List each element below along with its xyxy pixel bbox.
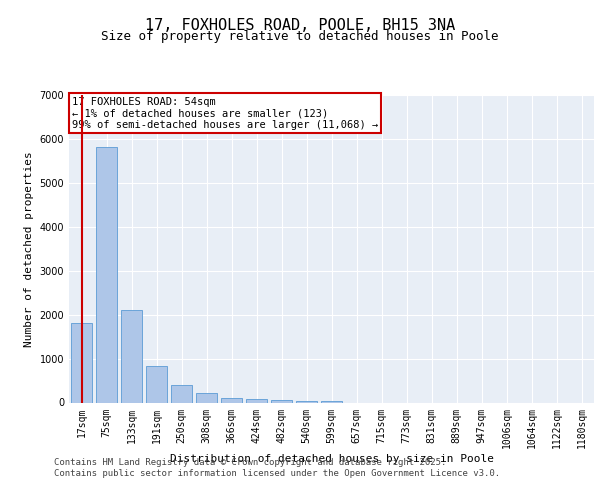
Bar <box>246 399 267 402</box>
X-axis label: Distribution of detached houses by size in Poole: Distribution of detached houses by size … <box>170 454 493 464</box>
Bar <box>196 393 217 402</box>
Text: 17, FOXHOLES ROAD, POOLE, BH15 3NA: 17, FOXHOLES ROAD, POOLE, BH15 3NA <box>145 18 455 32</box>
Text: 17 FOXHOLES ROAD: 54sqm
← 1% of detached houses are smaller (123)
99% of semi-de: 17 FOXHOLES ROAD: 54sqm ← 1% of detached… <box>71 96 378 130</box>
Text: Size of property relative to detached houses in Poole: Size of property relative to detached ho… <box>101 30 499 43</box>
Y-axis label: Number of detached properties: Number of detached properties <box>24 151 34 346</box>
Bar <box>146 366 167 403</box>
Bar <box>221 398 242 402</box>
Bar <box>96 147 117 403</box>
Bar <box>121 310 142 402</box>
Bar <box>321 401 342 402</box>
Text: Contains HM Land Registry data © Crown copyright and database right 2025.: Contains HM Land Registry data © Crown c… <box>54 458 446 467</box>
Bar <box>296 400 317 402</box>
Bar <box>71 324 92 402</box>
Bar <box>271 400 292 402</box>
Text: Contains public sector information licensed under the Open Government Licence v3: Contains public sector information licen… <box>54 470 500 478</box>
Bar <box>171 386 192 402</box>
